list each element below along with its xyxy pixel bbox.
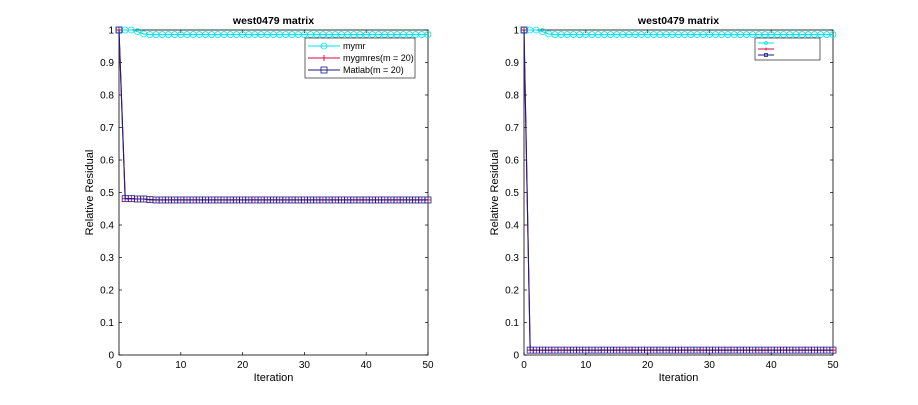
x-tick-label: 40	[361, 360, 373, 371]
data-point	[424, 31, 432, 38]
y-tick-label: 0.6	[100, 156, 114, 167]
y-tick-label: 1	[108, 26, 114, 37]
plot-area	[523, 29, 834, 356]
y-axis-label: Relative Residual	[84, 150, 96, 236]
x-tick-label: 0	[116, 360, 122, 371]
series-line	[523, 29, 833, 351]
series-line	[118, 29, 428, 201]
legend-marker	[764, 53, 768, 57]
legend: mymr mygmres(m = 20) Matlab(m = 20)	[304, 37, 416, 79]
legend	[754, 37, 821, 61]
data-point	[829, 31, 837, 38]
y-tick-label: 0.9	[100, 58, 114, 69]
legend-label: Matlab(m = 20)	[343, 65, 404, 75]
legend-label: mygmres(m = 20)	[343, 53, 414, 63]
x-tick-label: 40	[766, 360, 778, 371]
series-square	[520, 26, 837, 354]
chart-title: west0479 matrix	[232, 15, 314, 27]
right-chart-panel: 0 10 20 30 40 50 0 0.1 0.2 0.3 0.4 0.5 0.6 0.7 0.8 0.9 1…	[489, 15, 839, 384]
x-tick-label: 0	[521, 360, 527, 371]
series-line	[119, 29, 428, 36]
y-tick-label: 1	[513, 26, 519, 37]
y-tick-label: 0.2	[100, 286, 114, 297]
x-axis-label: Iteration	[659, 372, 699, 384]
y-tick-label: 0.5	[100, 188, 114, 199]
legend-marker	[764, 41, 768, 45]
y-tick-label: 0.4	[505, 221, 519, 232]
y-tick-label: 0.1	[100, 318, 114, 329]
x-tick-label: 10	[175, 360, 187, 371]
x-tick-label: 20	[642, 360, 654, 371]
y-tick-label: 0.7	[505, 123, 519, 134]
x-tick-label: 50	[827, 360, 839, 371]
y-tick-label: 0.5	[505, 188, 519, 199]
series-square	[115, 26, 432, 204]
x-tick-label: 50	[422, 360, 434, 371]
legend-marker	[321, 55, 327, 61]
series-circle	[520, 26, 837, 38]
x-tick-label: 10	[580, 360, 592, 371]
data-point	[532, 26, 540, 34]
y-tick-label: 0.3	[100, 253, 114, 264]
x-tick-label: 20	[237, 360, 249, 371]
y-tick-label: 0.2	[505, 286, 519, 297]
data-point	[115, 26, 123, 34]
chart-title: west0479 matrix	[637, 15, 719, 27]
data-point	[539, 28, 546, 36]
data-point	[520, 26, 528, 34]
y-tick-label: 0.1	[505, 318, 519, 329]
legend-marker	[320, 42, 328, 50]
x-tick-label: 30	[299, 360, 311, 371]
legend-label: mymr	[343, 41, 366, 51]
y-tick-label: 0.8	[505, 91, 519, 102]
data-point	[134, 28, 141, 36]
x-axis-label: Iteration	[254, 372, 294, 384]
y-tick-label: 0.6	[505, 156, 519, 167]
y-tick-label: 0	[108, 351, 114, 362]
y-tick-label: 0.8	[100, 91, 114, 102]
y-tick-label: 0	[513, 351, 519, 362]
series-line	[524, 29, 833, 36]
y-tick-label: 0.7	[100, 123, 114, 134]
data-point	[127, 26, 135, 34]
y-tick-label: 0.4	[100, 221, 114, 232]
y-axis-label: Relative Residual	[489, 150, 501, 236]
plot-area	[118, 29, 429, 356]
legend-marker	[320, 66, 328, 74]
data-point	[424, 196, 432, 204]
legend-marker	[764, 47, 768, 51]
y-tick-label: 0.3	[505, 253, 519, 264]
left-chart-panel: 0 10 20 30 40 50 0 0.1 0.2 0.3 0.4 0.5 0.6 0.7 0.8 0.9 1…	[84, 15, 434, 384]
y-tick-label: 0.9	[505, 58, 519, 69]
data-point	[829, 346, 837, 354]
x-tick-label: 30	[704, 360, 716, 371]
